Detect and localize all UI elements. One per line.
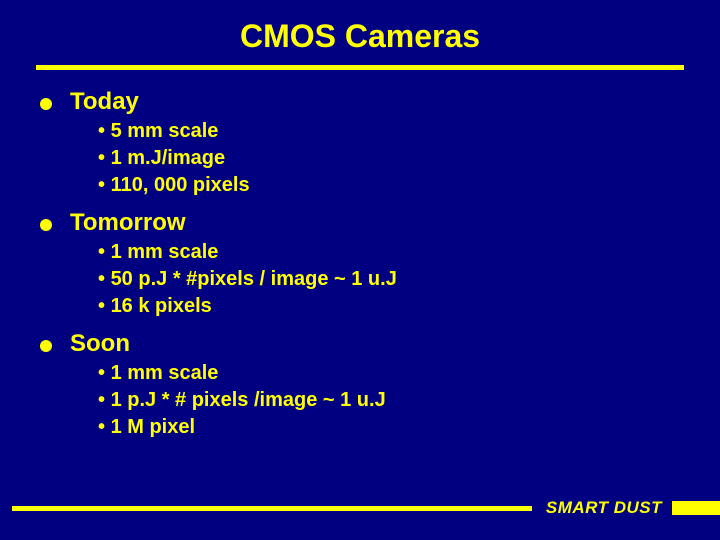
list-item: 110, 000 pixels — [98, 172, 684, 199]
section-heading-row: Today — [40, 88, 684, 116]
list-item: 1 mm scale — [98, 360, 684, 387]
list-item: 5 mm scale — [98, 118, 684, 145]
bullet-icon — [40, 340, 52, 352]
list-item: 1 mm scale — [98, 239, 684, 266]
section-heading: Tomorrow — [70, 209, 186, 237]
list-item: 50 p.J * #pixels / image ~ 1 u.J — [98, 266, 684, 293]
footer-divider — [12, 506, 532, 511]
bullet-icon — [40, 98, 52, 110]
slide-title: CMOS Cameras — [36, 18, 684, 55]
slide: CMOS Cameras Today 5 mm scale 1 m.J/imag… — [0, 0, 720, 540]
section-sublist: 5 mm scale 1 m.J/image 110, 000 pixels — [40, 118, 684, 199]
section-heading: Today — [70, 88, 139, 116]
footer-bar-icon — [672, 501, 720, 515]
list-item: 16 k pixels — [98, 293, 684, 320]
title-divider — [36, 65, 684, 70]
list-item: 1 M pixel — [98, 414, 684, 441]
bullet-icon — [40, 219, 52, 231]
slide-content: Today 5 mm scale 1 m.J/image 110, 000 pi… — [36, 88, 684, 441]
footer-label: SMART DUST — [546, 498, 662, 518]
section-heading-row: Tomorrow — [40, 209, 684, 237]
slide-footer: SMART DUST — [12, 498, 720, 518]
section-heading: Soon — [70, 330, 130, 358]
section-heading-row: Soon — [40, 330, 684, 358]
section-sublist: 1 mm scale 50 p.J * #pixels / image ~ 1 … — [40, 239, 684, 320]
list-item: 1 m.J/image — [98, 145, 684, 172]
list-item: 1 p.J * # pixels /image ~ 1 u.J — [98, 387, 684, 414]
section-sublist: 1 mm scale 1 p.J * # pixels /image ~ 1 u… — [40, 360, 684, 441]
